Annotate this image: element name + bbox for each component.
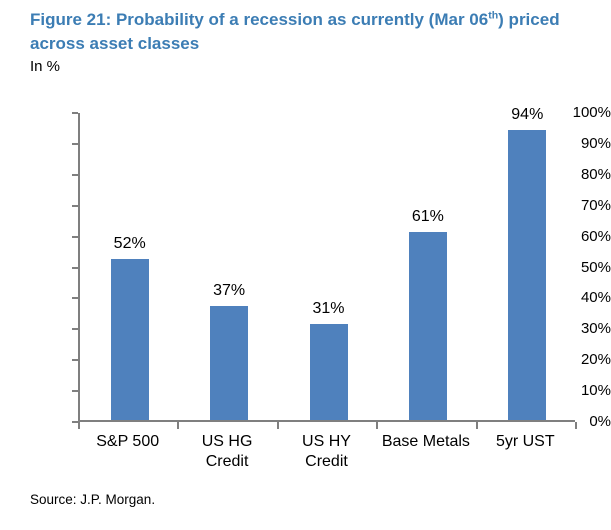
x-axis-tick — [78, 422, 80, 429]
y-axis-tick — [72, 421, 78, 423]
y-axis-label: 60% — [580, 227, 611, 245]
y-axis-label: 10% — [580, 382, 611, 400]
bar-value-label: 61% — [411, 207, 444, 225]
y-axis-tick — [72, 204, 78, 207]
bar-us-hg-credit — [210, 305, 249, 420]
x-axis-tick — [276, 422, 279, 429]
y-axis-tick — [72, 266, 78, 269]
units-label: In % — [30, 58, 61, 75]
y-axis-label: 40% — [580, 289, 611, 307]
y-axis-tick — [72, 112, 78, 114]
y-axis-tick — [72, 328, 78, 331]
x-axis-tick — [177, 422, 180, 429]
bar-s&p-500 — [110, 259, 149, 420]
y-axis-tick — [72, 297, 78, 300]
bar-us-hy-credit — [309, 324, 348, 420]
x-axis-label: US HG Credit — [201, 433, 253, 470]
figure-title-line1: Figure 21: Probability of a recession as… — [30, 8, 595, 32]
source-note: Source: J.P. Morgan. — [30, 492, 156, 507]
y-axis-label: 50% — [580, 258, 611, 276]
bar-value-label: 94% — [511, 105, 544, 123]
figure-title-text-pre: Figure 21: Probability of a recession as… — [30, 10, 489, 29]
figure-title-line2: across asset classes — [30, 34, 200, 53]
y-axis-label: 20% — [580, 351, 611, 369]
x-axis-label: S&P 500 — [96, 433, 160, 450]
y-axis-label: 30% — [580, 320, 611, 338]
x-axis-label: US HY Credit — [302, 433, 351, 470]
y-axis-tick — [72, 359, 78, 362]
y-axis-tick — [72, 390, 78, 393]
ordinal-superscript: th — [488, 9, 499, 22]
figure-title: Figure 21: Probability of a recession as… — [30, 8, 595, 56]
x-axis-tick — [376, 422, 379, 429]
bar-value-label: 52% — [113, 235, 146, 253]
y-axis-tick — [72, 173, 78, 176]
y-axis-label: 90% — [580, 134, 611, 152]
x-axis-tick — [575, 422, 577, 429]
y-axis-label: 0% — [589, 413, 611, 430]
figure-title-text-post: ) priced — [498, 10, 560, 29]
y-axis-tick — [72, 235, 78, 238]
x-axis-tick — [475, 422, 478, 429]
y-axis-tick — [72, 142, 78, 145]
bar-value-label: 31% — [312, 300, 345, 318]
y-axis-label: 100% — [572, 104, 611, 121]
y-axis-label: 70% — [580, 196, 611, 214]
bar-5yr-ust — [508, 129, 547, 420]
bar-base-metals — [408, 231, 447, 420]
x-axis-label: 5yr UST — [495, 433, 555, 450]
x-axis-label: Base Metals — [381, 433, 470, 450]
bar-value-label: 37% — [213, 281, 246, 299]
y-axis-label: 80% — [580, 165, 611, 183]
plot-area: 52% 37% 31% 61% 94% — [78, 106, 575, 422]
